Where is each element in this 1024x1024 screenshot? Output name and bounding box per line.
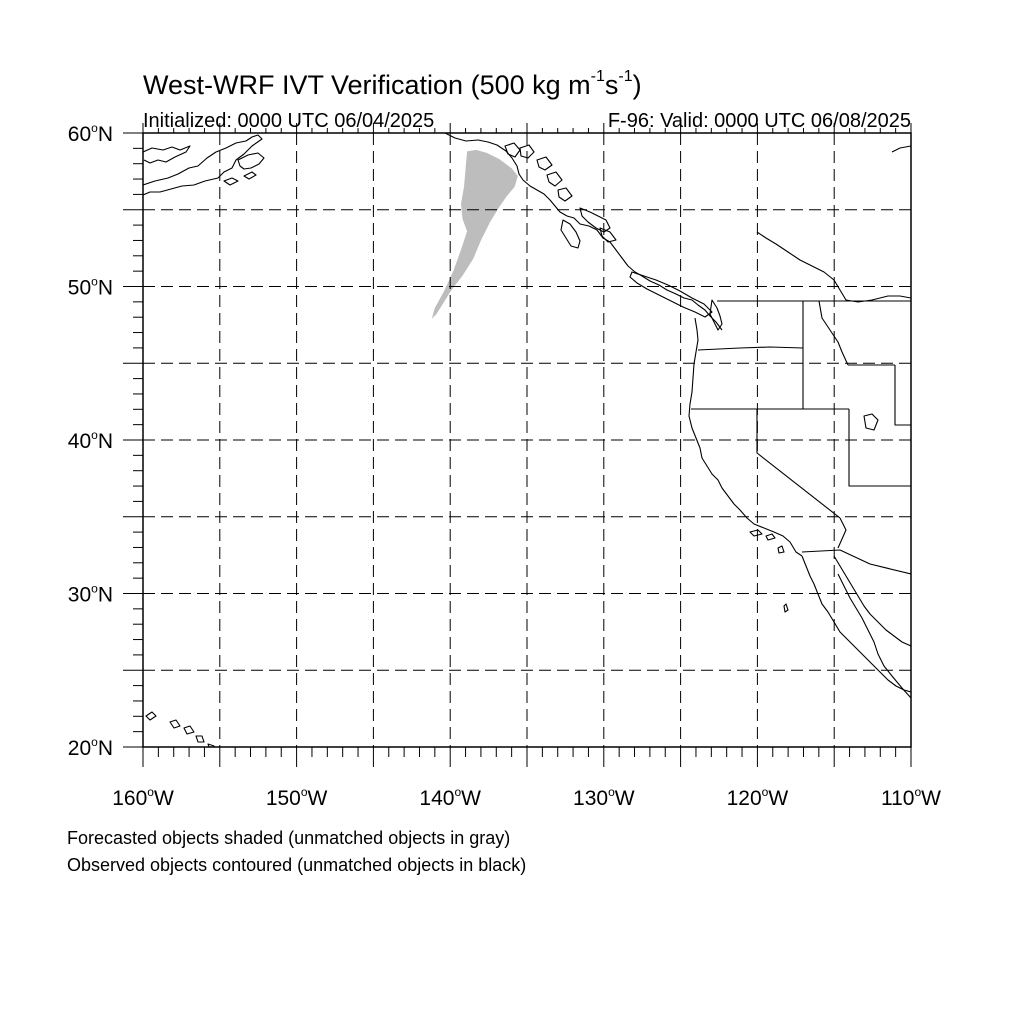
border-nevada-california [756,409,841,519]
gridlines [143,133,911,747]
coastline-puget-sound [709,299,723,331]
coastline-hawaii [145,711,216,747]
lon-label-150W: 150oW [266,785,328,810]
lat-label-60N: 60oN [68,121,113,146]
border-arizona-california [837,517,847,549]
lat-label-30N: 30oN [68,582,113,607]
lon-label-120W: 120oW [727,785,789,810]
border-idaho-montana [818,300,849,366]
map-plot-area: 160oW 150oW 140oW 130oW 120oW 110oW 60oN 50oN 40… [68,121,941,810]
coastline-channel-islands [749,529,785,554]
note-forecast: Forecasted objects shaded (unmatched obj… [67,828,511,848]
forecast-object-1 [431,149,518,319]
coastline-haida-gwaii [560,219,581,249]
lat-label-50N: 50oN [68,275,113,300]
coastline-guadalupe-island [783,603,789,613]
lake-great-salt [863,413,879,431]
border-us-mexico [801,549,911,575]
coastline-baja-west [801,555,911,693]
valid-time-label: F-96: Valid: 0000 UTC 06/08/2025 [607,110,911,132]
lon-label-130W: 130oW [573,785,635,810]
forecast-objects [431,149,518,319]
coastline-se-alaska-islands [504,142,573,202]
coastline-islets [223,171,257,186]
axis-tick-labels: 160oW 150oW 140oW 130oW 120oW 110oW 60oN 50oN 40… [68,121,941,810]
coastline-kodiak-area [143,134,263,196]
border-washington-oregon [697,346,804,351]
coastline-gulf-of-california [833,555,911,647]
lat-label-40N: 40oN [68,428,113,453]
border-nevada-utah [848,409,911,487]
lon-label-140W: 140oW [419,785,481,810]
coastline-us-west [688,317,803,557]
coastline-bc-inlets [579,207,617,243]
coastline-kodiak-island [237,152,265,170]
coastline-alaska-peninsula [143,145,191,164]
legend-notes: Forecasted objects shaded (unmatched obj… [67,825,526,879]
border-utah-colorado [894,365,911,426]
river-canada-interior [756,231,911,303]
coastline-baja-east [837,573,911,699]
lat-label-20N: 20oN [68,735,113,760]
lon-label-160W: 160oW [112,785,174,810]
coastline-hudson-fragment [891,145,911,153]
coastline-vancouver-island [629,271,713,318]
coastlines-and-borders [143,133,911,747]
lon-label-110W: 110oW [881,785,941,810]
note-observed: Observed objects contoured (unmatched ob… [67,855,527,875]
initialized-label: Initialized: 0000 UTC 06/04/2025 [143,110,435,132]
axis-ticks [123,123,912,767]
chart-title: West-WRF IVT Verification (500 kg m-1s-1… [143,68,642,100]
